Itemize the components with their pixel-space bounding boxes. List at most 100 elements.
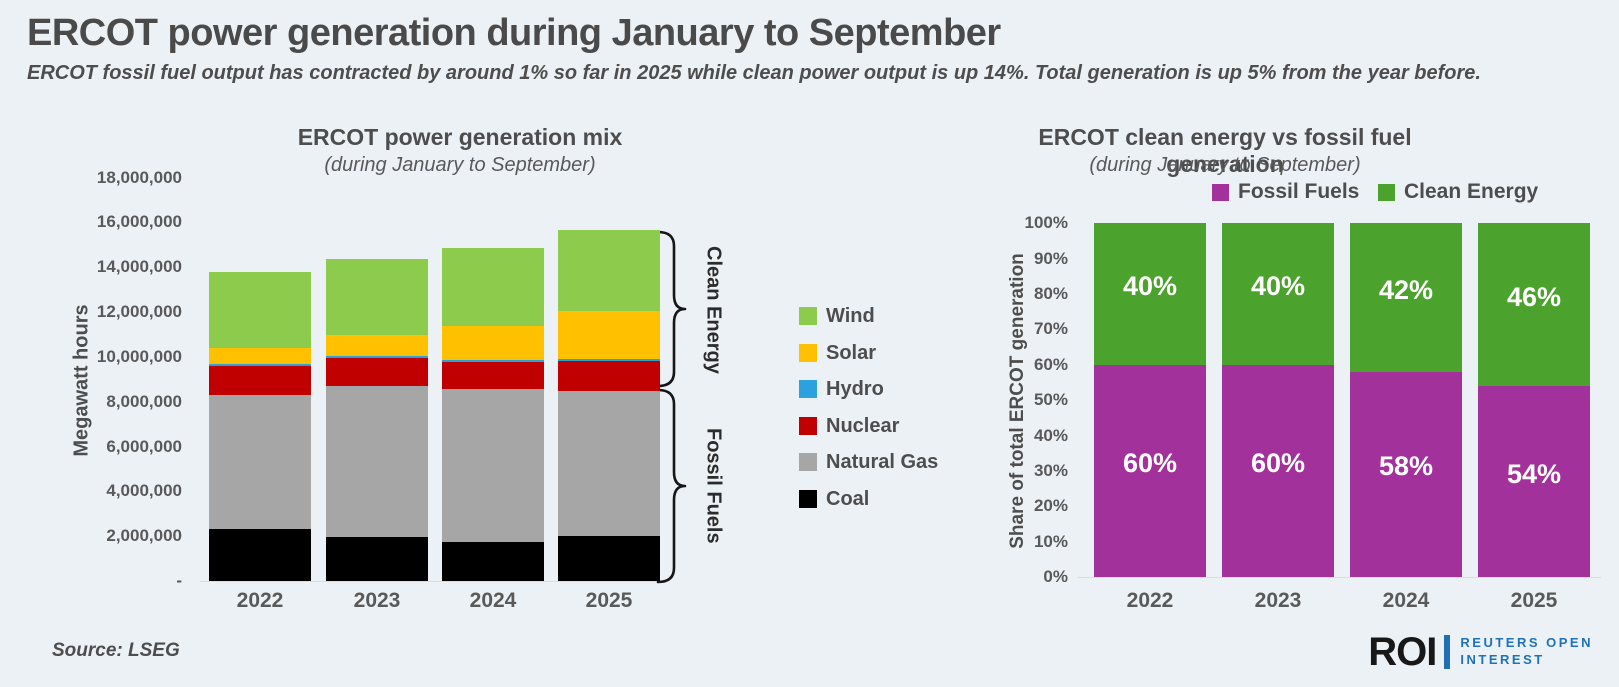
legend-item-natural-gas: Natural Gas — [799, 451, 939, 474]
y-tick-label: 14,000,000 — [96, 257, 182, 277]
category-braces — [656, 230, 687, 584]
y-tick-label: 12,000,000 — [96, 302, 182, 322]
y-tick-label: 6,000,000 — [106, 436, 182, 456]
y-tick-label: 2,000,000 — [106, 526, 182, 546]
y-tick-label: 90% — [1033, 248, 1068, 268]
x-axis-label: 2024 — [1382, 589, 1430, 612]
y-tick-label: 60% — [1033, 354, 1068, 374]
bar-segment-hydro — [209, 364, 311, 366]
legend-item-solar: Solar — [799, 341, 877, 364]
y-tick-label: 10,000,000 — [96, 346, 182, 366]
bar-segment-natural-gas — [558, 391, 660, 536]
legend-swatch — [799, 343, 817, 362]
bar-value-label: 54% — [1506, 458, 1562, 489]
bar-segment-clean-energy — [1222, 223, 1334, 365]
bar-value-label: 60% — [1250, 447, 1306, 478]
x-axis-label: 2022 — [236, 589, 284, 612]
bar-segment-fossil-fuels — [1222, 364, 1334, 577]
y-tick-label: 20% — [1033, 496, 1068, 516]
y-tick-label: 30% — [1033, 460, 1068, 480]
bar-segment-clean-energy — [1350, 223, 1462, 372]
legend-swatch — [1212, 183, 1229, 201]
legend-item-wind: Wind — [799, 306, 875, 326]
share-chart-subtitle: (during January to September) — [1089, 154, 1361, 176]
bar-value-label: 40% — [1122, 271, 1178, 302]
bar-segment-hydro — [442, 360, 544, 363]
x-axis-label: 2023 — [353, 589, 401, 612]
y-tick-label: 4,000,000 — [106, 481, 182, 501]
mix-chart-subtitle: (during January to September) — [324, 154, 596, 176]
y-tick-label: 40% — [1033, 425, 1068, 445]
bar-segment-natural-gas — [326, 386, 428, 537]
legend-swatch — [799, 453, 817, 472]
legend-item-fossil-fuels: Fossil Fuels — [1212, 180, 1360, 203]
bar-segment-nuclear — [209, 365, 311, 395]
y-tick-label: 50% — [1033, 390, 1068, 410]
bar-segment-coal — [442, 542, 544, 581]
legend-label: Natural Gas — [826, 451, 939, 474]
bar-segment-hydro — [558, 358, 660, 361]
bar-segment-hydro — [326, 356, 428, 358]
x-axis-label: 2025 — [1510, 589, 1558, 612]
bar-segment-fossil-fuels — [1350, 371, 1462, 577]
page-subtitle: ERCOT fossil fuel output has contracted … — [27, 62, 1481, 84]
roi-logo-line1: REUTERS OPEN — [1460, 635, 1593, 651]
legend-label: Fossil Fuels — [1238, 180, 1360, 203]
bar-value-label: 46% — [1506, 281, 1562, 312]
legend-label: Coal — [826, 488, 870, 510]
x-axis-label: 2022 — [1126, 589, 1174, 612]
roi-logo-abbr: ROI — [1368, 630, 1437, 674]
bar-value-label: 42% — [1378, 274, 1434, 305]
legend-swatch — [799, 380, 817, 399]
y-tick-label: - — [176, 571, 182, 590]
legend-swatch — [1378, 183, 1395, 201]
page-title: ERCOT power generation during January to… — [27, 12, 1001, 54]
y-tick-label: 70% — [1033, 319, 1068, 339]
legend-label: Solar — [826, 341, 877, 364]
bar-segment-wind — [558, 230, 660, 312]
legend-label: Nuclear — [826, 414, 900, 437]
legend-item-coal: Coal — [799, 488, 870, 510]
y-tick-label: 18,000,000 — [96, 167, 182, 187]
bar-value-label: 58% — [1378, 451, 1434, 482]
legend-swatch — [799, 307, 817, 325]
legend-label: Hydro — [826, 378, 884, 401]
y-tick-label: 8,000,000 — [106, 391, 182, 411]
fossil-fuels-brace — [656, 388, 687, 584]
bar-segment-solar — [209, 348, 311, 365]
bar-segment-clean-energy — [1478, 223, 1590, 386]
roi-logo-line2: INTEREST — [1460, 652, 1545, 667]
bar-segment-wind — [442, 247, 544, 327]
mix-x-axis-line — [200, 581, 662, 582]
bar-segment-nuclear — [442, 362, 544, 390]
bar-segment-solar — [558, 311, 660, 359]
legend-swatch — [799, 416, 817, 435]
legend-label: Clean Energy — [1404, 180, 1539, 203]
bar-segment-natural-gas — [442, 389, 544, 542]
y-tick-label: 0% — [1043, 567, 1068, 586]
bar-segment-solar — [326, 335, 428, 357]
legend-swatch — [799, 490, 817, 508]
bar-segment-wind — [326, 258, 428, 336]
bar-segment-coal — [209, 529, 311, 581]
bar-segment-coal — [558, 535, 660, 581]
bar-segment-wind — [209, 271, 311, 349]
mix-chart-title: ERCOT power generation mix — [297, 124, 623, 150]
bar-value-label: 60% — [1122, 447, 1178, 478]
legend-item-nuclear: Nuclear — [799, 414, 900, 437]
fossil-fuels-brace-label: Fossil Fuels — [702, 428, 725, 544]
clean-energy-brace — [656, 230, 687, 388]
bar-segment-coal — [326, 536, 428, 581]
bar-segment-natural-gas — [209, 394, 311, 530]
y-tick-label: 80% — [1033, 284, 1068, 304]
roi-logo-text: REUTERS OPEN INTEREST — [1460, 635, 1593, 669]
roi-logo-divider — [1444, 635, 1451, 669]
clean-energy-brace-label: Clean Energy — [702, 246, 725, 374]
x-axis-label: 2024 — [469, 589, 517, 612]
legend-item-clean-energy: Clean Energy — [1378, 180, 1539, 203]
bar-segment-solar — [442, 326, 544, 361]
bar-value-label: 40% — [1250, 271, 1306, 302]
source-note: Source: LSEG — [52, 640, 180, 661]
bar-segment-fossil-fuels — [1478, 386, 1590, 577]
x-axis-label: 2025 — [585, 589, 633, 612]
